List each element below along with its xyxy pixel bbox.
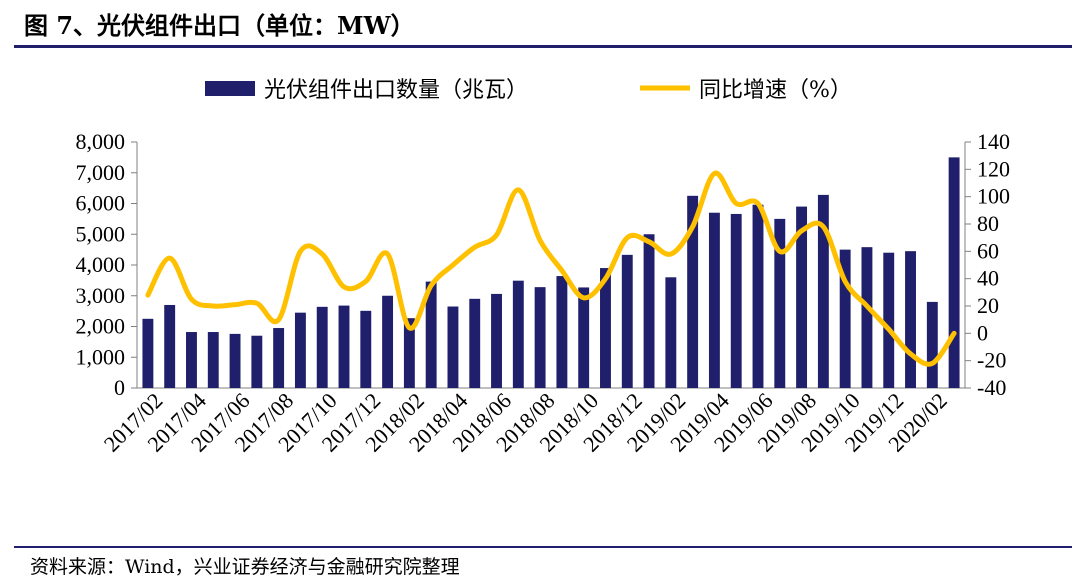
bar — [382, 295, 394, 388]
left-tick-label: 5,000 — [76, 221, 126, 246]
right-tick-label: 0 — [977, 320, 988, 345]
bar — [796, 206, 808, 388]
bar — [556, 276, 568, 388]
bar — [469, 298, 481, 388]
bar — [948, 157, 960, 388]
bar — [403, 318, 415, 388]
right-tick-label: 100 — [977, 184, 1010, 209]
bar — [273, 328, 285, 388]
right-tick-label: 20 — [977, 293, 999, 318]
right-tick-label: 120 — [977, 156, 1010, 181]
bar — [447, 306, 459, 388]
legend-bar-swatch — [205, 81, 255, 96]
title-rule — [14, 45, 1072, 48]
right-tick-label: 60 — [977, 238, 999, 263]
bar-series — [142, 157, 960, 388]
bar — [251, 335, 263, 388]
bar — [687, 195, 699, 388]
bar — [861, 247, 873, 388]
bar — [817, 194, 829, 388]
left-tick-label: 3,000 — [76, 283, 126, 308]
left-tick-label: 4,000 — [76, 252, 126, 277]
bar — [730, 213, 742, 388]
bar — [229, 333, 241, 388]
x-axis-ticks: 2017/022017/042017/062017/082017/102017/… — [99, 388, 952, 457]
right-tick-label: -20 — [977, 348, 1006, 373]
bar — [839, 249, 851, 388]
chart-legend: 光伏组件出口数量（兆瓦） 同比增速（%） — [205, 78, 852, 103]
bar — [164, 304, 176, 388]
source-rule — [14, 546, 1072, 548]
right-tick-label: 140 — [977, 129, 1010, 154]
bar — [512, 280, 524, 388]
bar — [600, 268, 611, 388]
right-tick-label: -40 — [977, 375, 1006, 400]
bar — [621, 254, 633, 388]
bar — [752, 204, 764, 388]
left-tick-label: 0 — [114, 375, 125, 400]
bar — [883, 252, 895, 388]
left-tick-label: 1,000 — [76, 344, 126, 369]
bar — [926, 301, 938, 388]
axes: 0 1,000 2,000 3,000 4,000 5,000 6,000 7,000 8,00… — [76, 129, 1011, 400]
bar — [534, 287, 546, 388]
bar — [294, 312, 306, 388]
figure-title: 图 7、光伏组件出口（单位：MW） — [24, 11, 415, 40]
bar — [425, 281, 437, 388]
combo-chart: 光伏组件出口数量（兆瓦） 同比增速（%） 0 1,000 2,000 3,000 4,0… — [76, 78, 1011, 457]
bar — [338, 305, 350, 388]
bar — [905, 251, 916, 388]
bar — [774, 218, 786, 388]
right-tick-label: 40 — [977, 266, 999, 291]
source-note: 资料来源：Wind，兴业证券经济与金融研究院整理 — [30, 556, 460, 578]
bar — [142, 318, 154, 388]
bar — [360, 310, 372, 388]
line-series — [145, 170, 957, 367]
growth-line — [145, 170, 957, 367]
legend-line-label: 同比增速（%） — [699, 78, 852, 103]
bar — [491, 293, 502, 388]
bar — [665, 277, 677, 388]
legend-bar-label: 光伏组件出口数量（兆瓦） — [264, 78, 528, 103]
bar — [708, 212, 720, 388]
left-tick-label: 2,000 — [76, 314, 126, 339]
bar — [316, 306, 328, 388]
bar — [643, 234, 655, 388]
bar — [207, 332, 219, 388]
bar — [186, 332, 197, 388]
left-tick-label: 6,000 — [76, 191, 126, 216]
right-tick-label: 80 — [977, 211, 999, 236]
left-tick-label: 7,000 — [76, 160, 126, 185]
bar — [578, 287, 590, 388]
left-tick-label: 8,000 — [76, 129, 126, 154]
